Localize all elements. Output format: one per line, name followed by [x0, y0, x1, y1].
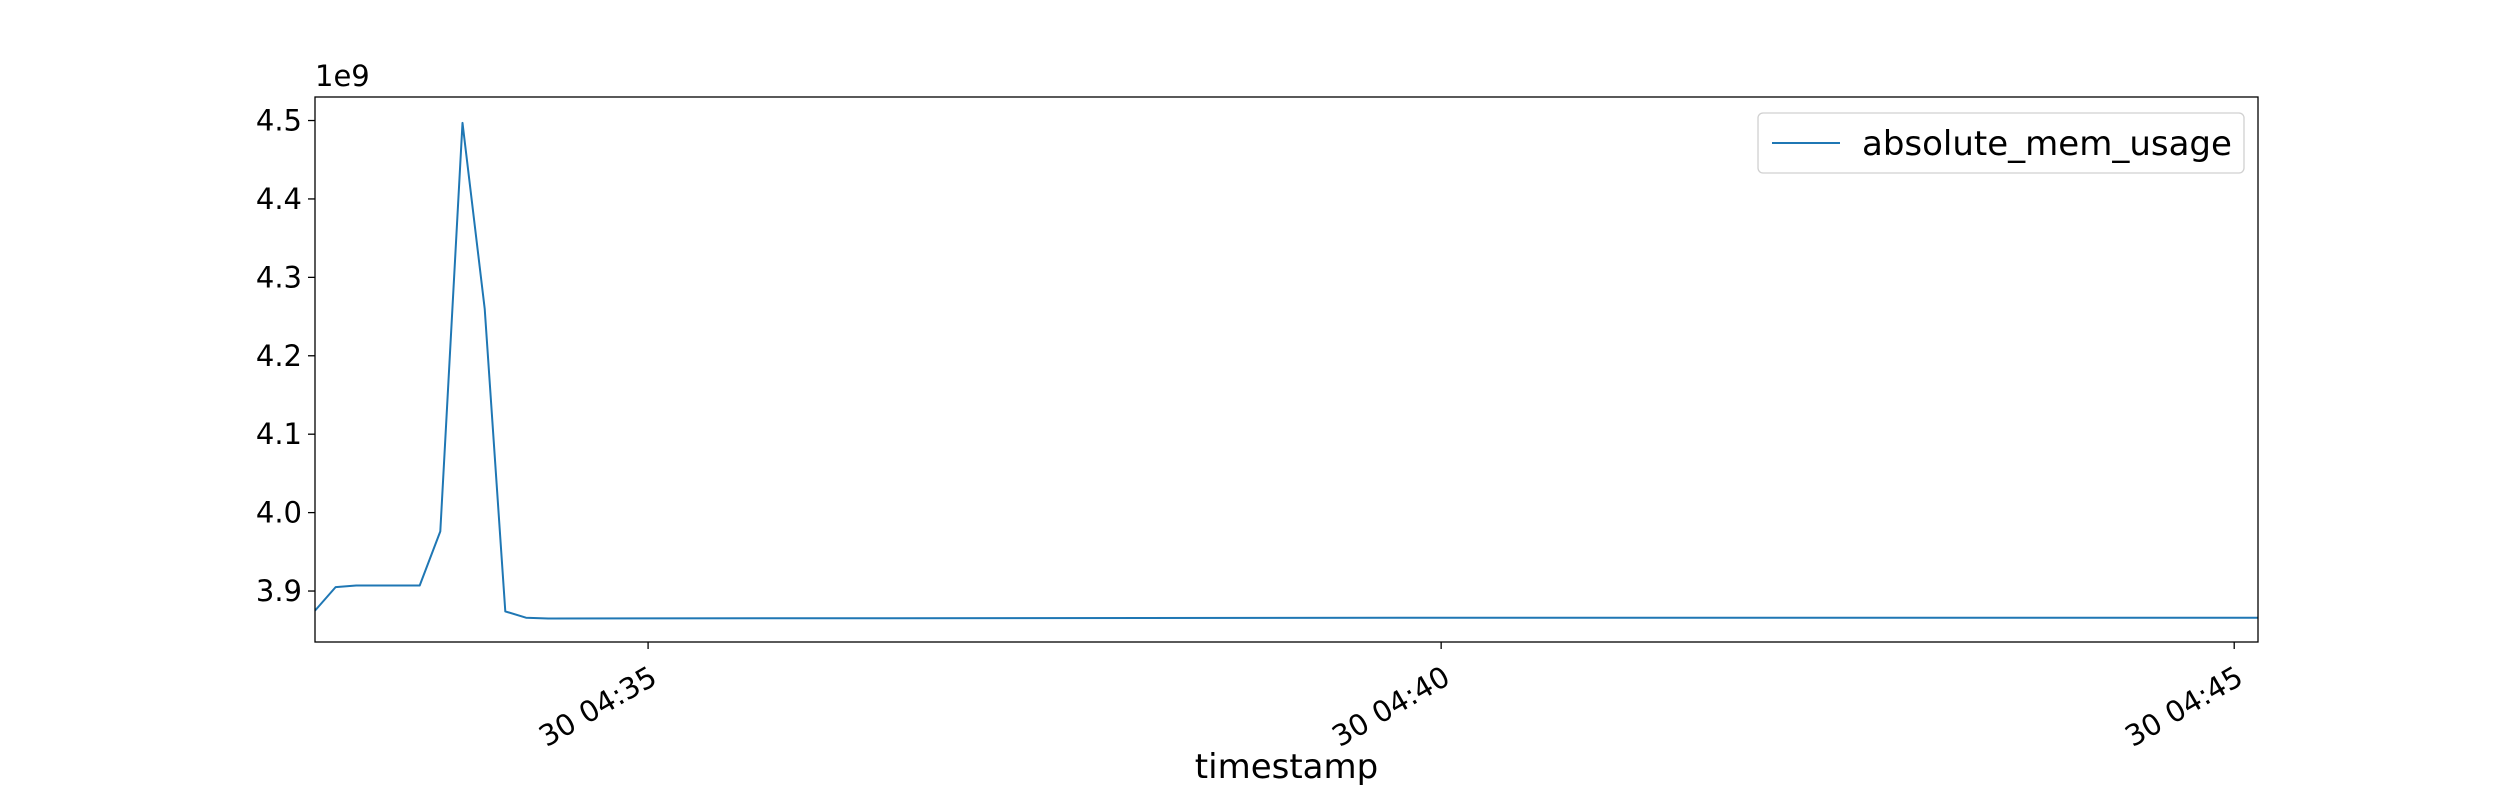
plot-frame: [314, 96, 2259, 643]
legend-label-absolute-mem-usage: absolute_mem_usage: [1862, 124, 2232, 164]
y-axis-ticks: 3.9 4.0 4.1 4.2 4.3 4.4 4.5: [256, 104, 315, 608]
y-tick-label: 4.4: [256, 182, 302, 216]
x-tick-label: 30 04:45: [2119, 659, 2248, 753]
legend: absolute_mem_usage: [1757, 112, 2245, 174]
x-axis-ticks: 30 04:35 30 04:40 30 04:45: [533, 642, 2249, 754]
series-line-absolute-mem-usage: [314, 121, 2258, 620]
y-tick-label: 4.1: [256, 417, 302, 451]
legend-box: [1757, 112, 2245, 174]
x-tick-label: 30 04:40: [1326, 659, 1455, 753]
y-tick-label: 3.9: [256, 574, 302, 608]
y-axis-offset-label: 1e9: [315, 59, 370, 93]
plot-series: [314, 121, 2258, 620]
x-tick-label: 30 04:35: [533, 659, 662, 753]
y-tick-label: 4.5: [256, 104, 302, 138]
x-axis-label: timestamp: [1195, 747, 1378, 787]
y-tick-label: 4.3: [256, 260, 302, 294]
y-tick-label: 4.2: [256, 339, 302, 373]
y-tick-label: 4.0: [256, 496, 302, 530]
